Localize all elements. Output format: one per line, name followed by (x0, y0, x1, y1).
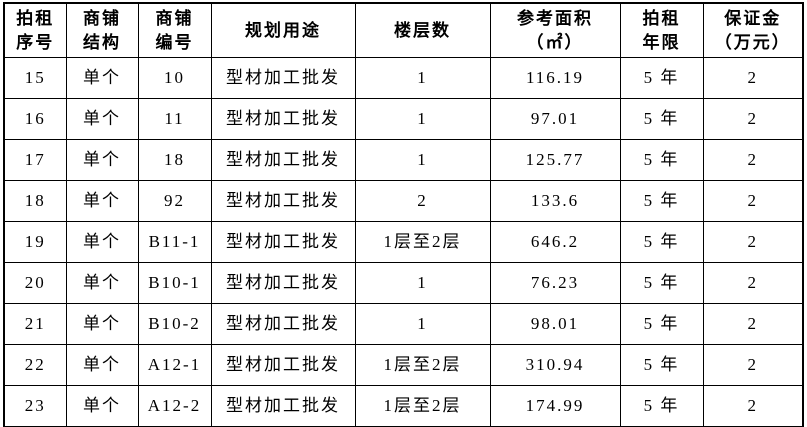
table-cell: 11 (137, 98, 212, 140)
table-cell: 1层至2层 (354, 221, 491, 263)
column-header: 规划用途 (210, 2, 356, 58)
table-cell: 1 (354, 139, 491, 181)
table-cell: 5 年 (619, 385, 704, 427)
table-cell: 5 年 (619, 139, 704, 181)
table-cell: 型材加工批发 (210, 344, 356, 386)
table-cell: 2 (702, 385, 804, 427)
table-cell: B11-1 (137, 221, 212, 263)
table-cell: 1 (354, 303, 491, 345)
table-header-row: 拍租 序号 商铺 结构 商铺 编号 规划用途 楼层数 参考面积 （㎡） 拍租 年限 保证金 （… (3, 2, 804, 58)
table-cell: 2 (702, 180, 804, 222)
table-cell: 1层至2层 (354, 344, 491, 386)
table-cell: 单个 (65, 139, 139, 181)
auction-shop-table: 拍租 序号 商铺 结构 商铺 编号 规划用途 楼层数 参考面积 （㎡） 拍租 年限 保证金 （… (3, 2, 804, 427)
table-cell: 单个 (65, 385, 139, 427)
table-cell: 5 年 (619, 221, 704, 263)
table-cell: 型材加工批发 (210, 262, 356, 304)
table-cell: 21 (3, 303, 67, 345)
table-cell: 1 (354, 262, 491, 304)
table-cell: 310.94 (489, 344, 621, 386)
table-cell: 型材加工批发 (210, 303, 356, 345)
table-cell: 型材加工批发 (210, 139, 356, 181)
column-header: 拍租 序号 (3, 2, 67, 58)
table-cell: A12-1 (137, 344, 212, 386)
table-cell: 单个 (65, 98, 139, 140)
column-header: 拍租 年限 (619, 2, 704, 58)
table-cell: 2 (702, 98, 804, 140)
table-cell: 76.23 (489, 262, 621, 304)
table-cell: 单个 (65, 221, 139, 263)
table-cell: 5 年 (619, 344, 704, 386)
table-cell: 16 (3, 98, 67, 140)
table-cell: 646.2 (489, 221, 621, 263)
table-cell: 单个 (65, 303, 139, 345)
table-cell: 5 年 (619, 180, 704, 222)
table-cell: 2 (702, 221, 804, 263)
table-cell: 2 (354, 180, 491, 222)
table-cell: 98.01 (489, 303, 621, 345)
table-cell: A12-2 (137, 385, 212, 427)
table-cell: 18 (137, 139, 212, 181)
table-cell: 125.77 (489, 139, 621, 181)
table-cell: 单个 (65, 57, 139, 99)
table-cell: 17 (3, 139, 67, 181)
table-cell: 2 (702, 139, 804, 181)
table-cell: 116.19 (489, 57, 621, 99)
table-cell: 单个 (65, 262, 139, 304)
table-body: 15 单个 10 型材加工批发 1 116.19 5 年 2 16 单个 11 型材加工批发 1 97.0… (3, 57, 804, 427)
table-cell: 型材加工批发 (210, 180, 356, 222)
table-cell: 1 (354, 98, 491, 140)
table-cell: 型材加工批发 (210, 57, 356, 99)
table-cell: 174.99 (489, 385, 621, 427)
table-cell: 10 (137, 57, 212, 99)
table-cell: 22 (3, 344, 67, 386)
table-cell: 单个 (65, 344, 139, 386)
table-cell: 2 (702, 344, 804, 386)
column-header: 参考面积 （㎡） (489, 2, 621, 58)
table-cell: 2 (702, 57, 804, 99)
table-cell: B10-1 (137, 262, 212, 304)
table-cell: 2 (702, 303, 804, 345)
table-cell: 型材加工批发 (210, 385, 356, 427)
table-cell: 92 (137, 180, 212, 222)
table-cell: 23 (3, 385, 67, 427)
table-cell: B10-2 (137, 303, 212, 345)
table-cell: 133.6 (489, 180, 621, 222)
column-header: 楼层数 (354, 2, 491, 58)
table-cell: 19 (3, 221, 67, 263)
table-cell: 型材加工批发 (210, 221, 356, 263)
column-header: 商铺 编号 (137, 2, 212, 58)
table-cell: 97.01 (489, 98, 621, 140)
column-header: 保证金 （万元） (702, 2, 804, 58)
column-header: 商铺 结构 (65, 2, 139, 58)
table-cell: 5 年 (619, 98, 704, 140)
table-cell: 5 年 (619, 57, 704, 99)
table-cell: 15 (3, 57, 67, 99)
table-cell: 1层至2层 (354, 385, 491, 427)
table-cell: 2 (702, 262, 804, 304)
table-cell: 20 (3, 262, 67, 304)
table-cell: 5 年 (619, 262, 704, 304)
table-cell: 单个 (65, 180, 139, 222)
table-cell: 型材加工批发 (210, 98, 356, 140)
table-cell: 5 年 (619, 303, 704, 345)
table-cell: 18 (3, 180, 67, 222)
table-cell: 1 (354, 57, 491, 99)
